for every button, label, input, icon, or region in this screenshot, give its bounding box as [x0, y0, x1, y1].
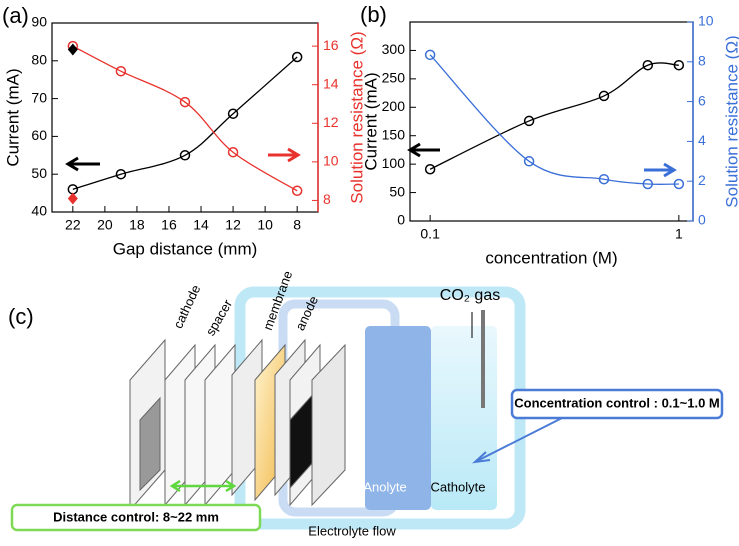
fit-curve — [429, 62, 679, 170]
callout — [10, 503, 262, 532]
plot-frame — [409, 21, 694, 222]
y2-tick-label: 4 — [698, 132, 706, 148]
y-tick-label: 200 — [382, 98, 406, 114]
arrow — [644, 162, 677, 178]
y-tick-label: 0 — [397, 212, 405, 228]
point — [227, 146, 239, 158]
y-tick-label: 50 — [389, 183, 405, 199]
part-label: spacer — [203, 296, 236, 338]
point — [673, 178, 685, 190]
point — [424, 49, 436, 61]
part-label: cathode — [170, 282, 203, 330]
point — [642, 59, 654, 71]
point — [115, 168, 127, 180]
point — [291, 185, 303, 197]
y-tick-label: 250 — [382, 70, 406, 86]
point — [598, 90, 610, 102]
y-axis-label: Current (mA) — [3, 68, 22, 166]
y2-tick-label: 16 — [323, 37, 339, 53]
y2-tick-label: 8 — [323, 191, 331, 207]
arrow — [407, 142, 440, 158]
point — [523, 115, 535, 127]
y2-tick-label: 0 — [698, 212, 706, 228]
callout-arrow — [474, 417, 563, 463]
panel-label: (c) — [8, 304, 34, 329]
y2-axis-label: Solution resistance (Ω) — [722, 35, 739, 207]
anolyte-tank — [365, 326, 431, 510]
x-axis-label: concentration (M) — [485, 248, 617, 267]
point — [642, 178, 654, 190]
gas-label: CO₂ gas — [440, 287, 500, 304]
point — [67, 43, 78, 56]
y2-tick-label: 8 — [698, 53, 706, 69]
cell-stack — [129, 338, 346, 512]
y-tick-label: 50 — [31, 165, 47, 181]
x-tick-label: 10 — [257, 217, 273, 233]
point — [179, 150, 191, 161]
x-tick-label: 12 — [225, 217, 241, 233]
fit-curve — [72, 56, 298, 190]
callout — [510, 388, 724, 420]
arrow — [268, 147, 301, 163]
callout-arrow — [471, 451, 491, 464]
x-axis-label: Gap distance (mm) — [113, 239, 258, 258]
y2-tick-label: 10 — [698, 13, 714, 29]
callout-text: Distance control: 8~22 mm — [53, 509, 219, 524]
panel-label: (a) — [2, 3, 29, 28]
y2-tick-label: 6 — [698, 92, 706, 108]
x-tick-label: 20 — [97, 217, 113, 233]
x-tick-label: 8 — [293, 217, 301, 233]
tank-label: Catholyte — [431, 479, 486, 494]
y-tick-label: 40 — [31, 203, 47, 219]
y-tick-label: 70 — [31, 89, 47, 105]
tank-label: Anolyte — [363, 479, 406, 494]
y-tick-label: 150 — [382, 126, 406, 142]
y2-tick-label: 2 — [698, 172, 706, 188]
x-tick-label: 22 — [65, 217, 81, 233]
y2-tick-label: 10 — [323, 153, 339, 169]
x-tick-label: 14 — [193, 217, 209, 233]
arrow — [65, 156, 100, 172]
flow-label: Electrolyte flow — [308, 523, 396, 538]
point — [115, 65, 127, 77]
point — [598, 173, 610, 185]
point — [179, 96, 191, 108]
callout-text: Concentration control : 0.1~1.0 M — [514, 395, 720, 410]
fit-curve — [429, 54, 679, 185]
x-tick-label: 1 — [675, 226, 683, 242]
x-tick-label: 0.1 — [420, 226, 440, 242]
catholyte-tank — [431, 326, 497, 510]
point — [673, 59, 685, 71]
y-tick-label: 300 — [382, 41, 406, 57]
part-label: anode — [292, 294, 321, 333]
x-tick-label: 18 — [129, 217, 145, 233]
panel-label: (b) — [360, 2, 387, 27]
y-tick-label: 80 — [31, 52, 47, 68]
y-axis-label: Current (mA) — [361, 72, 380, 170]
point — [291, 51, 303, 63]
y-tick-label: 90 — [31, 14, 47, 30]
y2-tick-label: 12 — [323, 114, 339, 130]
fit-curve — [72, 45, 298, 192]
y-tick-label: 60 — [31, 127, 47, 143]
point — [227, 108, 239, 119]
x-tick-label: 16 — [161, 217, 177, 233]
distance-arrow — [169, 479, 237, 493]
point — [523, 156, 535, 167]
y2-tick-label: 14 — [323, 75, 339, 91]
y-tick-label: 100 — [382, 155, 406, 171]
y2-axis-label: Solution resistance (Ω) — [347, 31, 366, 203]
point — [67, 192, 78, 205]
point — [424, 164, 436, 175]
